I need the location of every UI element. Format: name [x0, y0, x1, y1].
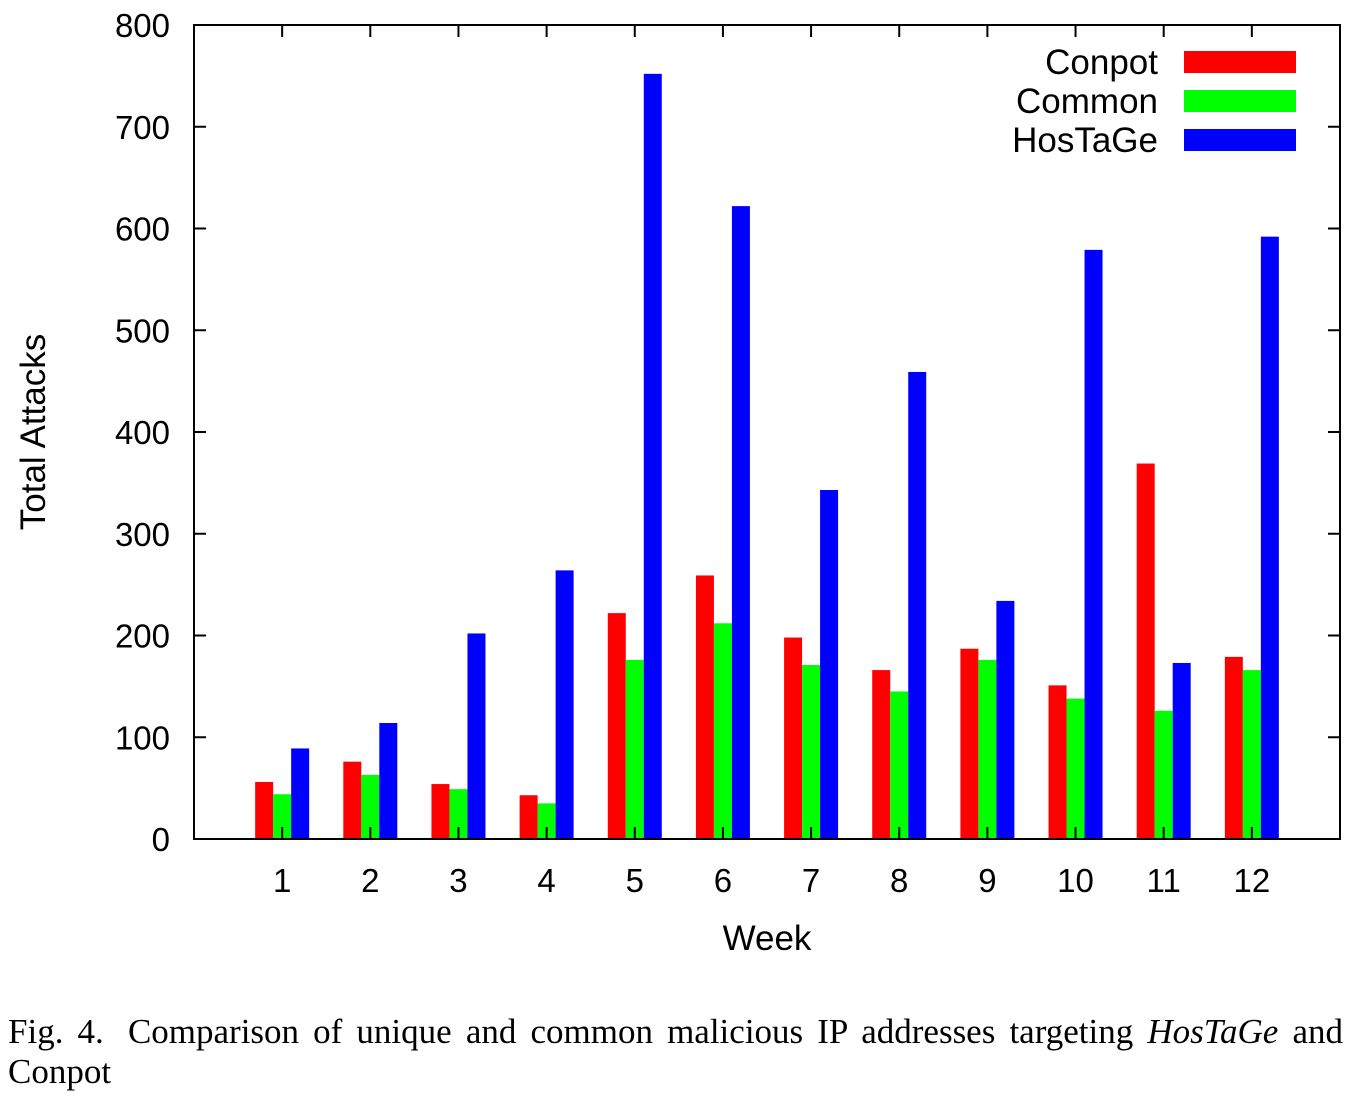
y-tick-label: 500: [115, 312, 170, 349]
bar-hostage-week-11: [1172, 662, 1191, 839]
bar-hostage-week-7: [820, 489, 839, 839]
x-tick-label: 1: [273, 862, 291, 899]
bar-hostage-week-5: [643, 73, 662, 840]
y-tick-labels: 0 100 200 300 400 500 600 700 800: [115, 7, 170, 858]
y-tick-label: 300: [115, 516, 170, 553]
bar-conpot-week-11: [1136, 463, 1155, 839]
x-tick-label: 10: [1057, 862, 1094, 899]
bar-conpot-week-2: [343, 761, 362, 839]
bar-hostage-week-8: [908, 371, 927, 839]
bar-conpot-week-4: [519, 795, 538, 839]
plot-frame: [193, 24, 1341, 840]
bar-common-week-3: [449, 789, 468, 839]
caption-text: Comparison of unique and common maliciou…: [127, 1012, 1134, 1051]
y-tick-label: 600: [115, 211, 170, 248]
bar-common-week-9: [978, 659, 997, 839]
y-tick-label: 700: [115, 109, 170, 146]
bar-conpot-week-5: [607, 613, 626, 839]
caption-label: Fig. 4.: [8, 1012, 104, 1051]
x-tick-label: 11: [1147, 862, 1181, 899]
bar-hostage-week-2: [379, 723, 398, 839]
x-tick-label: 3: [449, 862, 467, 899]
bars-group: [255, 73, 1279, 840]
legend-label-conpot: Conpot: [1045, 43, 1158, 82]
bar-conpot-week-9: [960, 648, 979, 839]
x-tick-label: 8: [890, 862, 908, 899]
bar-conpot-week-3: [431, 784, 450, 839]
caption-text-end: and Conpot: [8, 1012, 1343, 1091]
caption-italic-name: HosTaGe: [1147, 1012, 1279, 1051]
bar-hostage-week-3: [467, 633, 486, 839]
legend-swatch-hostage: [1184, 129, 1296, 151]
x-tick-label: 12: [1233, 862, 1270, 899]
bar-hostage-week-12: [1260, 236, 1279, 839]
y-tick-label: 200: [115, 618, 170, 655]
y-tick-label: 100: [115, 719, 170, 756]
legend-swatch-common: [1184, 90, 1296, 112]
bar-common-week-10: [1066, 698, 1085, 839]
bar-common-week-2: [361, 774, 380, 839]
bar-common-week-1: [273, 794, 292, 839]
bar-common-week-4: [537, 803, 556, 839]
bar-hostage-week-4: [555, 570, 574, 839]
y-tick-label: 800: [115, 7, 170, 44]
bar-common-week-8: [890, 691, 909, 839]
legend-swatch-conpot: [1184, 51, 1296, 73]
bar-conpot-week-8: [872, 670, 891, 839]
bar-common-week-7: [802, 665, 821, 839]
x-tick-labels: 1 2 3 4 5 6 7 8 9 10 11 12: [273, 862, 1270, 899]
x-tick-label: 9: [978, 862, 996, 899]
x-tick-label: 6: [714, 862, 732, 899]
bar-hostage-week-9: [996, 600, 1015, 839]
x-tick-label: 7: [802, 862, 820, 899]
bar-conpot-week-1: [255, 782, 274, 839]
bar-common-week-12: [1242, 670, 1261, 839]
bar-conpot-week-12: [1224, 656, 1243, 839]
bar-conpot-week-10: [1048, 685, 1067, 839]
y-tick-label: 400: [115, 414, 170, 451]
x-tick-label: 2: [361, 862, 379, 899]
bar-hostage-week-6: [731, 206, 750, 840]
bar-common-week-6: [713, 623, 732, 839]
legend-label-hostage: HosTaGe: [1012, 121, 1158, 160]
bar-conpot-week-7: [784, 637, 803, 839]
figure-caption: Fig. 4. Comparison of unique and common …: [8, 1012, 1343, 1092]
bar-hostage-week-10: [1084, 249, 1103, 839]
legend-label-common: Common: [1016, 82, 1158, 121]
y-tick-label: 0: [152, 821, 170, 858]
x-tick-label: 4: [537, 862, 555, 899]
bar-common-week-11: [1154, 710, 1173, 839]
bar-common-week-5: [625, 659, 644, 839]
bar-conpot-week-6: [695, 575, 714, 839]
y-axis-label: Total Attacks: [14, 334, 53, 530]
x-axis-label: Week: [723, 919, 812, 958]
x-tick-label: 5: [626, 862, 644, 899]
bar-hostage-week-1: [291, 748, 310, 839]
